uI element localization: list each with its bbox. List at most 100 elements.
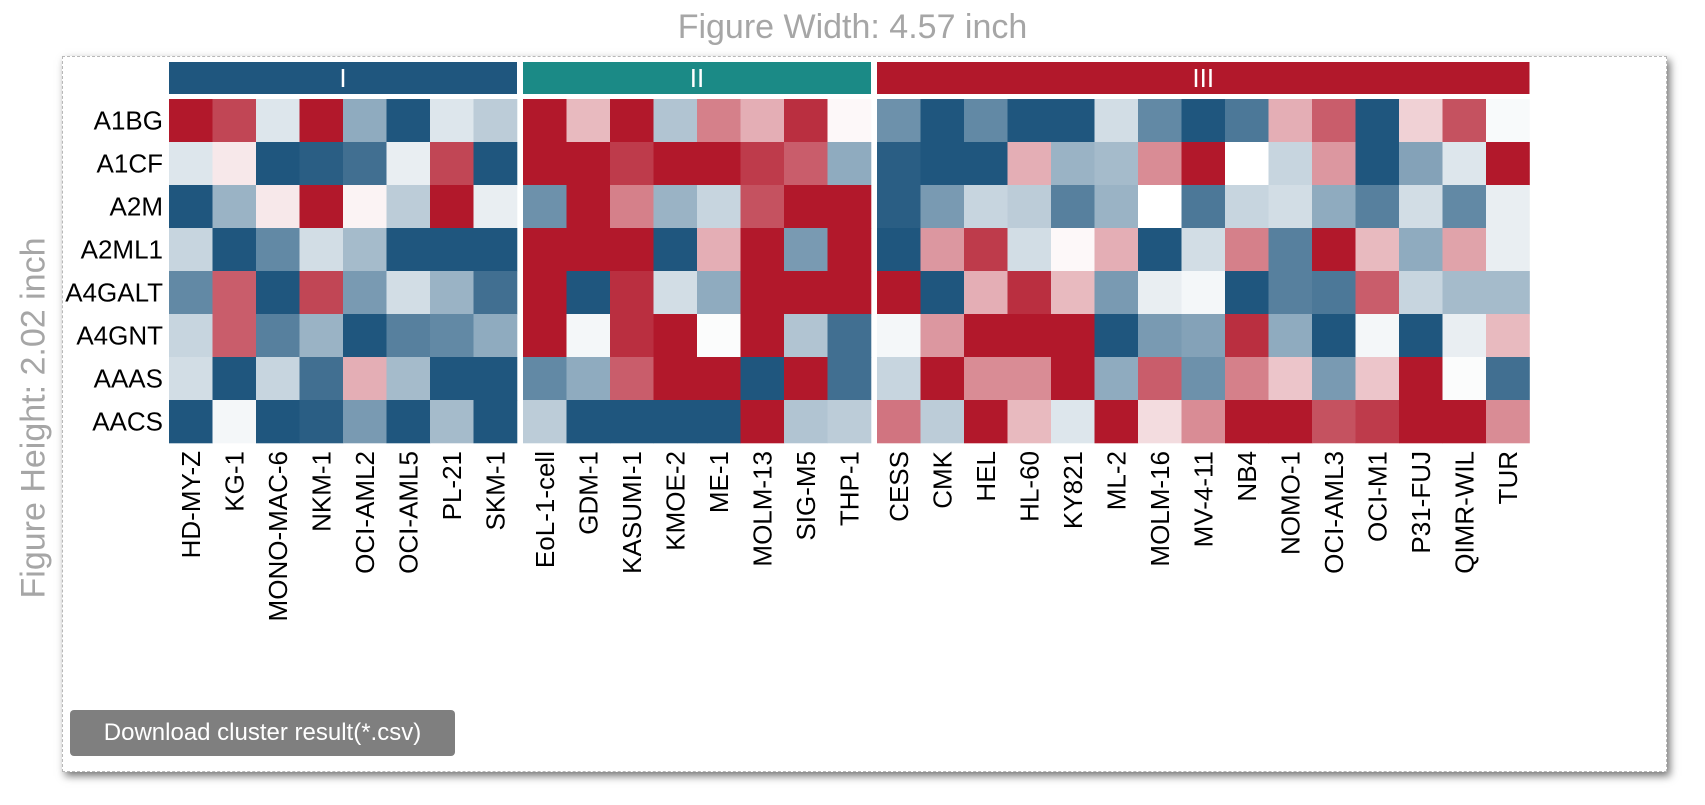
column-label-eol-1-cell: EoL-1-cell — [530, 451, 560, 568]
heatmap-cell — [1007, 142, 1052, 186]
download-cluster-result-button[interactable]: Download cluster result(*.csv) — [70, 710, 455, 756]
heatmap-cell — [1051, 185, 1095, 229]
heatmap-cell — [299, 400, 344, 444]
row-label-a4galt: A4GALT — [65, 278, 163, 308]
heatmap-cell — [1268, 99, 1313, 143]
heatmap-cell — [1442, 142, 1487, 186]
heatmap-cell — [697, 228, 741, 272]
cluster-label-2: II — [690, 63, 704, 93]
heatmap-cell — [1138, 99, 1182, 143]
heatmap-cell — [1007, 228, 1052, 272]
column-label-mv-4-11: MV-4-11 — [1188, 451, 1218, 547]
heatmap-cell — [212, 99, 257, 143]
column-label-tur: TUR — [1493, 451, 1523, 504]
heatmap-cell — [1007, 357, 1052, 401]
heatmap-cell — [964, 185, 1008, 229]
heatmap-cell — [784, 357, 828, 401]
heatmap-cell — [169, 357, 213, 401]
heatmap-cell — [566, 271, 611, 315]
heatmap-cell — [964, 271, 1008, 315]
heatmap-cell — [653, 271, 698, 315]
column-label-ky821: KY821 — [1058, 451, 1088, 529]
heatmap-cell — [920, 142, 965, 186]
heatmap-cell — [1355, 271, 1400, 315]
heatmap-cell — [920, 400, 965, 444]
heatmap-cell — [430, 99, 474, 143]
heatmap-cell — [964, 99, 1008, 143]
heatmap-cell — [1094, 228, 1139, 272]
heatmap-cell — [212, 142, 257, 186]
heatmap-cell — [430, 271, 474, 315]
heatmap-cell — [877, 357, 921, 401]
row-label-aaas: AAAS — [94, 364, 163, 394]
heatmap-cell — [1268, 142, 1313, 186]
heatmap-cell — [299, 142, 344, 186]
heatmap-cell — [1442, 357, 1487, 401]
heatmap-cell — [430, 314, 474, 358]
heatmap-cell — [212, 185, 257, 229]
heatmap-cell — [1268, 185, 1313, 229]
heatmap-cell — [784, 400, 828, 444]
heatmap-cell — [1399, 99, 1443, 143]
heatmap-cell — [1486, 142, 1530, 186]
heatmap-cell — [343, 357, 387, 401]
heatmap-cell — [473, 314, 518, 358]
heatmap-cell — [610, 99, 654, 143]
heatmap-cell — [610, 271, 654, 315]
heatmap-cell — [1486, 271, 1530, 315]
heatmap-cell — [343, 271, 387, 315]
heatmap-cell — [653, 142, 698, 186]
row-label-a2ml1: A2ML1 — [81, 235, 163, 265]
heatmap-cell — [920, 99, 965, 143]
heatmap-cell — [697, 400, 741, 444]
heatmap-cell — [212, 271, 257, 315]
row-label-a1cf: A1CF — [97, 149, 163, 179]
heatmap-cell — [212, 314, 257, 358]
row-label-a2m: A2M — [110, 192, 163, 222]
heatmap-cell — [1399, 314, 1443, 358]
heatmap-cell — [523, 185, 567, 229]
heatmap-cell — [827, 142, 872, 186]
heatmap-cell — [1051, 314, 1095, 358]
heatmap-cell — [1268, 400, 1313, 444]
heatmap-cell — [169, 400, 213, 444]
heatmap-cell — [653, 185, 698, 229]
heatmap-cell — [212, 400, 257, 444]
column-label-cmk: CMK — [927, 450, 957, 508]
heatmap-cell — [877, 185, 921, 229]
heatmap-cell — [1312, 99, 1356, 143]
heatmap-cell — [299, 228, 344, 272]
heatmap-cell — [430, 142, 474, 186]
heatmap-cell — [566, 400, 611, 444]
heatmap-cell — [697, 271, 741, 315]
heatmap-cell — [697, 99, 741, 143]
heatmap-cell — [212, 228, 257, 272]
heatmap-cell — [1138, 400, 1182, 444]
heatmap-cell — [169, 142, 213, 186]
heatmap-cell — [740, 400, 785, 444]
column-label-ml-2: ML-2 — [1101, 451, 1131, 510]
heatmap-cell — [1225, 228, 1269, 272]
heatmap-cell — [1312, 400, 1356, 444]
heatmap-cell — [1268, 271, 1313, 315]
row-label-aacs: AACS — [92, 407, 163, 437]
heatmap-cell — [784, 271, 828, 315]
heatmap-cell — [523, 99, 567, 143]
heatmap-cell — [827, 99, 872, 143]
heatmap-cell — [827, 400, 872, 444]
heatmap-cell — [256, 142, 300, 186]
row-label-a1bg: A1BG — [94, 106, 163, 136]
heatmap-cell — [610, 314, 654, 358]
heatmap-cell — [1007, 400, 1052, 444]
heatmap-cell — [473, 99, 518, 143]
heatmap-cell — [1225, 99, 1269, 143]
heatmap-cell — [1486, 357, 1530, 401]
heatmap-cell — [343, 314, 387, 358]
heatmap-cell — [473, 142, 518, 186]
heatmap-cell — [610, 357, 654, 401]
heatmap-cell — [566, 314, 611, 358]
heatmap-cell — [784, 99, 828, 143]
heatmap-cell — [1442, 400, 1487, 444]
heatmap-cell — [299, 314, 344, 358]
heatmap-cell — [386, 271, 431, 315]
